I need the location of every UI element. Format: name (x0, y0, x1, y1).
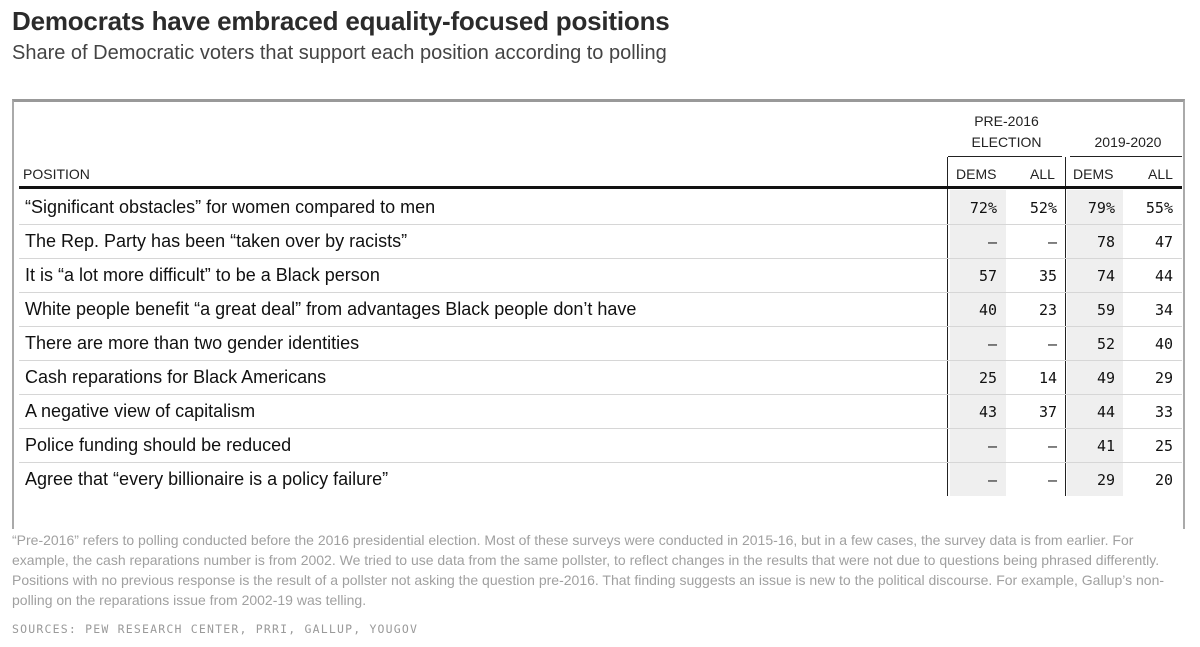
recent-dems-shade (1067, 190, 1123, 496)
row-divider (19, 224, 1182, 225)
table-cell: 72% (969, 199, 997, 217)
group-header-recent: 2019-2020 (1094, 134, 1162, 150)
group-rule-pre2016 (948, 156, 1062, 157)
chart-subtitle: Share of Democratic voters that support … (12, 42, 667, 64)
table-cell: 33 (1154, 403, 1173, 421)
row-label: There are more than two gender identitie… (25, 333, 360, 353)
table-cell: 74 (1096, 267, 1115, 285)
row-label: A negative view of capitalism (25, 401, 256, 421)
column-header-recent-dems: DEMS (1073, 166, 1114, 182)
table-cell: 43 (978, 403, 997, 421)
table-cell: 57 (978, 267, 997, 285)
table-cell: 52% (1029, 199, 1057, 217)
row-divider (19, 428, 1182, 429)
table-cell: — (987, 437, 997, 455)
table-cell: 49 (1096, 369, 1115, 387)
row-divider (19, 360, 1182, 361)
table-cell: 79% (1087, 199, 1115, 217)
row-label: Police funding should be reduced (25, 435, 292, 455)
header-rule (19, 186, 1182, 189)
table-cell: 25 (1154, 437, 1173, 455)
group-rule-recent (1070, 156, 1182, 157)
table-frame (12, 99, 1185, 529)
row-label: White people benefit “a great deal” from… (25, 299, 637, 319)
table-cell: 20 (1154, 471, 1173, 489)
table-cell: 25 (978, 369, 997, 387)
table-cell: 40 (1154, 335, 1173, 353)
table-cell: 78 (1096, 233, 1115, 251)
pre2016-dems-shade (950, 190, 1006, 496)
table-cell: — (987, 335, 997, 353)
table-cell: 35 (1038, 267, 1057, 285)
table-cell: — (1047, 233, 1057, 251)
table-cell: 41 (1096, 437, 1115, 455)
table-cell: 40 (978, 301, 997, 319)
table-cell: 23 (1038, 301, 1057, 319)
row-divider (19, 292, 1182, 293)
row-label: The Rep. Party has been “taken over by r… (25, 231, 408, 251)
row-label: It is “a lot more difficult” to be a Bla… (25, 265, 380, 285)
table-cell: 29 (1154, 369, 1173, 387)
column-header-recent-all: ALL (1148, 166, 1173, 182)
column-header-pre-all: ALL (1030, 166, 1055, 182)
row-divider (19, 394, 1182, 395)
table-cell: 14 (1038, 369, 1057, 387)
table-cell: — (987, 471, 997, 489)
table-cell: — (1047, 335, 1057, 353)
table-cell: 52 (1096, 335, 1115, 353)
group-header-pre2016: PRE-2016 ELECTION (971, 113, 1042, 150)
row-divider (19, 326, 1182, 327)
row-label: Cash reparations for Black Americans (25, 367, 327, 387)
table-cell: — (1047, 471, 1057, 489)
table-cell: 44 (1096, 403, 1115, 421)
table-cell: 47 (1154, 233, 1173, 251)
column-header-pre-dems: DEMS (956, 166, 997, 182)
chart-title: Democrats have embraced equality-focused… (12, 6, 670, 36)
table-cell: 29 (1096, 471, 1115, 489)
table-cell: 44 (1154, 267, 1173, 285)
table-cell: — (1047, 437, 1057, 455)
row-label: “Significant obstacles” for women compar… (25, 197, 436, 217)
table-cell: 34 (1154, 301, 1173, 319)
table-cell: 55% (1145, 199, 1173, 217)
column-header-position: POSITION (23, 166, 90, 182)
table-cell: 59 (1096, 301, 1115, 319)
row-divider (19, 462, 1182, 463)
row-label: Agree that “every billionaire is a polic… (25, 469, 389, 489)
sources-line: SOURCES: PEW RESEARCH CENTER, PRRI, GALL… (12, 622, 419, 636)
table-cell: — (987, 233, 997, 251)
table-cell: 37 (1038, 403, 1057, 421)
row-divider (19, 258, 1182, 259)
footnote: “Pre-2016” refers to polling conducted b… (12, 532, 1165, 608)
